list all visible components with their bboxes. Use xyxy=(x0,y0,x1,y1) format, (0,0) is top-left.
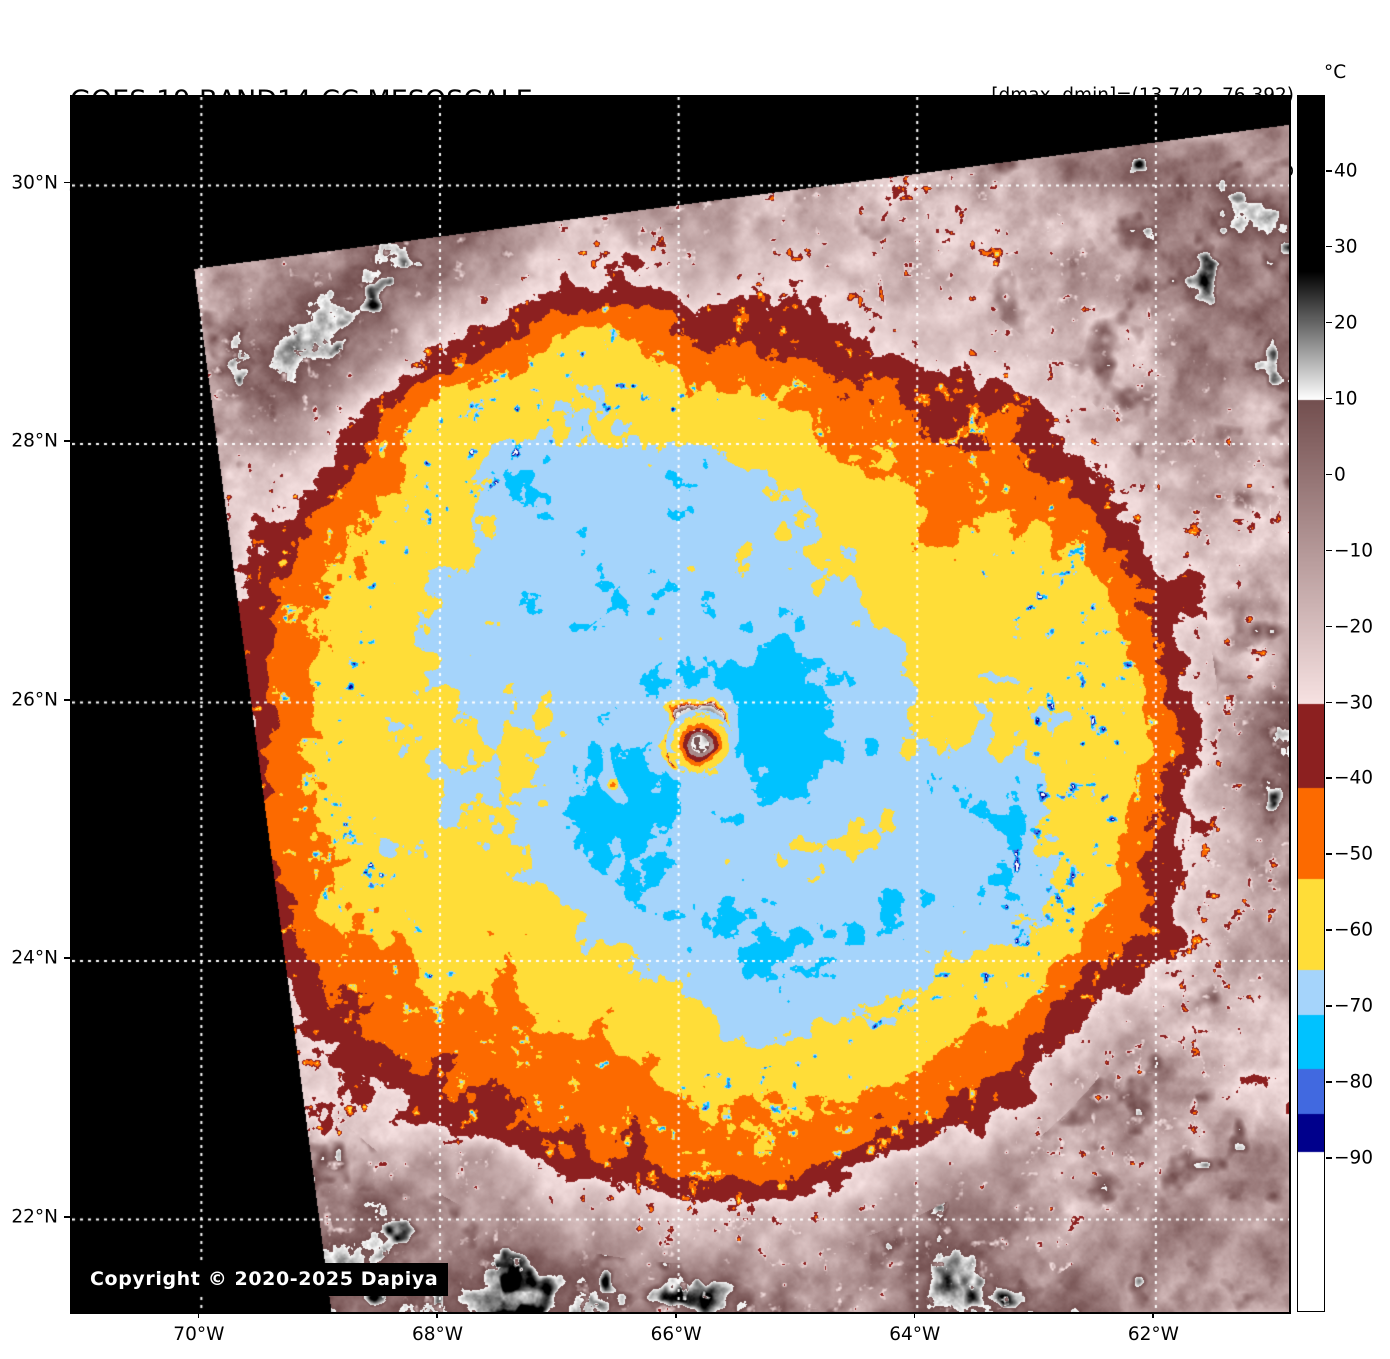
colorbar-tick-mark xyxy=(1326,701,1332,704)
latitude-tick-mark xyxy=(64,957,70,960)
colorbar-tick-label: −90 xyxy=(1334,1147,1374,1169)
colorbar-tick-mark xyxy=(1326,397,1332,400)
map-plot-area[interactable]: Copyright © 2020-2025 Dapiya xyxy=(70,95,1291,1314)
colorbar-tick-label: −20 xyxy=(1334,616,1374,638)
longitude-tick-label: 62°W xyxy=(1127,1324,1179,1345)
colorbar-tick-label: −70 xyxy=(1334,995,1374,1017)
latitude-tick-mark xyxy=(64,1215,70,1218)
colorbar-tick-label: 20 xyxy=(1334,312,1358,334)
longitude-tick-label: 66°W xyxy=(650,1324,702,1345)
colorbar-tick-mark xyxy=(1326,473,1332,476)
longitude-tick-mark xyxy=(436,1312,439,1318)
colorbar xyxy=(1297,95,1325,1312)
colorbar-tick-label: −40 xyxy=(1334,767,1374,789)
latitude-tick-label: 30°N xyxy=(11,172,58,194)
latitude-tick-label: 28°N xyxy=(11,430,58,452)
colorbar-tick-mark xyxy=(1326,625,1332,628)
longitude-tick-mark xyxy=(197,1312,200,1318)
longitude-tick-mark xyxy=(1152,1312,1154,1318)
longitude-tick-label: 64°W xyxy=(889,1324,941,1345)
colorbar-unit-label: °C xyxy=(1324,62,1347,83)
latitude-tick-label: 24°N xyxy=(11,947,58,969)
colorbar-tick-label: −50 xyxy=(1334,843,1374,865)
colorbar-gradient xyxy=(1298,96,1324,1311)
colorbar-tick-mark xyxy=(1326,929,1332,931)
latitude-tick-mark xyxy=(64,698,70,701)
colorbar-tick-label: 40 xyxy=(1334,160,1358,182)
colorbar-tick-mark xyxy=(1326,1157,1332,1159)
longitude-tick-label: 68°W xyxy=(411,1324,464,1345)
latitude-tick-mark xyxy=(64,440,70,442)
colorbar-tick-mark xyxy=(1326,245,1332,248)
colorbar-tick-mark xyxy=(1326,1081,1332,1083)
colorbar-tick-mark xyxy=(1326,549,1332,552)
latitude-tick-mark xyxy=(64,181,70,184)
colorbar-tick-mark xyxy=(1326,169,1332,172)
colorbar-tick-label: 0 xyxy=(1334,464,1346,486)
longitude-tick-mark xyxy=(913,1312,916,1318)
colorbar-tick-label: 30 xyxy=(1334,236,1358,258)
copyright-watermark: Copyright © 2020-2025 Dapiya xyxy=(80,1263,449,1296)
colorbar-tick-label: −60 xyxy=(1334,919,1374,941)
satellite-imagery-canvas xyxy=(72,97,1289,1312)
latitude-tick-label: 26°N xyxy=(11,689,58,711)
colorbar-tick-mark xyxy=(1326,777,1332,780)
latitude-tick-label: 22°N xyxy=(11,1206,58,1228)
colorbar-tick-mark xyxy=(1326,321,1332,324)
longitude-tick-label: 70°W xyxy=(173,1324,225,1345)
colorbar-tick-mark xyxy=(1326,853,1332,855)
colorbar-tick-label: −80 xyxy=(1334,1071,1374,1093)
longitude-tick-mark xyxy=(675,1312,677,1318)
colorbar-tick-label: 10 xyxy=(1334,388,1358,410)
colorbar-tick-label: −10 xyxy=(1334,540,1374,562)
colorbar-tick-mark xyxy=(1326,1005,1332,1007)
colorbar-tick-label: −30 xyxy=(1334,692,1374,713)
